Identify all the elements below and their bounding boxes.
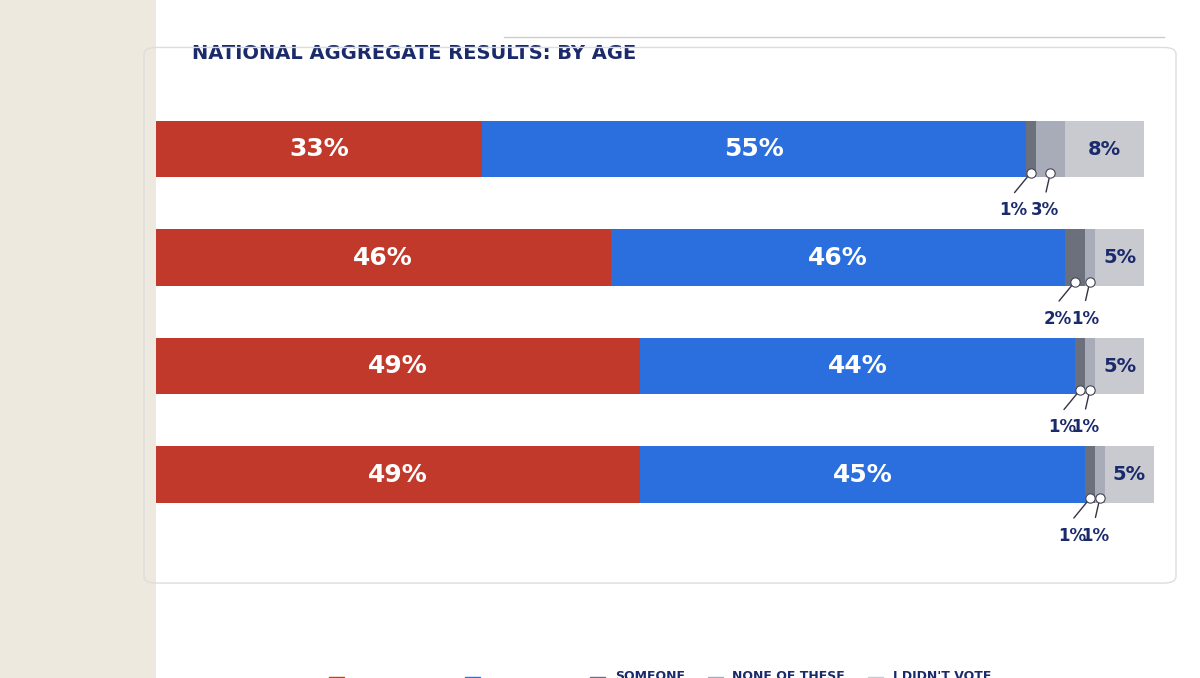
Bar <box>1094 229 1145 286</box>
Point <box>1066 276 1085 287</box>
Point <box>1090 493 1109 504</box>
Text: 1%: 1% <box>1058 527 1086 544</box>
Text: 1%: 1% <box>1048 418 1076 436</box>
Bar <box>482 121 1026 178</box>
Bar <box>1105 446 1154 503</box>
Bar <box>156 121 482 178</box>
Legend: REPUBLICAN, DEMOCRAT, SOMEONE
ELSE, NONE OF THESE
CANDIDATES, I DIDN'T VOTE
IN T: REPUBLICAN, DEMOCRAT, SOMEONE ELSE, NONE… <box>329 670 991 678</box>
Point <box>1070 384 1090 395</box>
Bar <box>1094 338 1145 395</box>
Bar <box>1066 229 1085 286</box>
Text: 5%: 5% <box>1103 248 1136 267</box>
Bar <box>1085 229 1094 286</box>
Text: 2%: 2% <box>1043 310 1072 327</box>
Bar <box>1026 121 1036 178</box>
Text: 5%: 5% <box>1112 465 1146 484</box>
Bar <box>641 338 1075 395</box>
Bar <box>156 338 641 395</box>
Text: 46%: 46% <box>808 245 868 270</box>
Bar <box>611 229 1066 286</box>
Point <box>1040 167 1060 178</box>
Bar <box>156 229 611 286</box>
Text: NATIONAL AGGREGATE RESULTS: BY AGE: NATIONAL AGGREGATE RESULTS: BY AGE <box>192 44 636 63</box>
Text: 3%: 3% <box>1031 201 1060 219</box>
Text: 49%: 49% <box>368 462 428 487</box>
Bar <box>1066 121 1145 178</box>
Point <box>1080 384 1099 395</box>
Bar <box>1085 446 1094 503</box>
Text: 5%: 5% <box>1103 357 1136 376</box>
Text: 55%: 55% <box>724 137 784 161</box>
Text: 33%: 33% <box>289 137 349 161</box>
Text: 1%: 1% <box>1070 310 1099 327</box>
Text: 46%: 46% <box>354 245 413 270</box>
Point <box>1080 276 1099 287</box>
Bar <box>1075 338 1085 395</box>
Bar <box>1094 446 1105 503</box>
Bar <box>641 446 1085 503</box>
Point <box>1021 167 1040 178</box>
Bar <box>156 446 641 503</box>
Text: 1%: 1% <box>998 201 1027 219</box>
Text: 44%: 44% <box>828 354 888 378</box>
Bar <box>1036 121 1066 178</box>
Bar <box>1085 338 1094 395</box>
Text: 49%: 49% <box>368 354 428 378</box>
Text: 1%: 1% <box>1081 527 1109 544</box>
Point <box>1080 493 1099 504</box>
Text: 8%: 8% <box>1088 140 1121 159</box>
Text: 1%: 1% <box>1070 418 1099 436</box>
Text: 45%: 45% <box>833 462 893 487</box>
